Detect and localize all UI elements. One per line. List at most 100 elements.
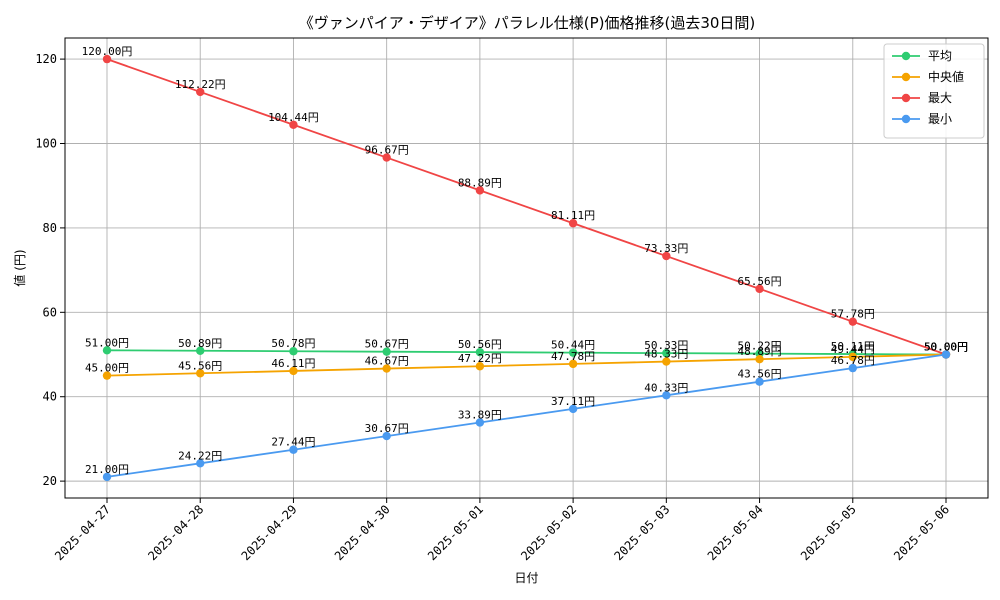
data-labels: 51.00円 50.89円 50.78円 50.67円 50.56円 50.44円 50.3…: [82, 45, 968, 476]
legend-label: 中央値: [928, 69, 964, 84]
legend-marker: [901, 72, 911, 82]
data-label: 50.11円: [831, 340, 875, 353]
legend-label: 最大: [928, 91, 952, 105]
data-label: 37.11円: [551, 395, 595, 408]
data-label: 48.33円: [644, 348, 688, 361]
data-label: 24.22円: [178, 449, 222, 462]
legend-marker: [901, 93, 911, 103]
data-point: [941, 350, 951, 359]
data-point: [196, 87, 205, 97]
data-point: [475, 362, 485, 371]
data-label: 40.33円: [644, 381, 688, 394]
legend-label: 最小: [928, 112, 952, 126]
data-label: 50.33円: [644, 339, 688, 352]
data-label: 27.44円: [271, 436, 315, 449]
y-tick-label: 120: [35, 52, 57, 66]
legend-marker: [901, 114, 911, 124]
data-point: [102, 54, 112, 64]
data-label: 88.89円: [458, 176, 502, 189]
data-point: [848, 352, 857, 362]
data-point: [102, 346, 112, 355]
x-tick-label: 2025-04-27: [52, 502, 113, 563]
data-point: [382, 153, 391, 162]
data-label: 50.00円: [924, 341, 968, 354]
data-point: [848, 317, 857, 326]
data-label: 50.44円: [551, 339, 595, 352]
data-point: [196, 346, 205, 355]
data-label: 50.22円: [737, 340, 781, 353]
data-label: 46.67円: [365, 355, 409, 368]
data-label: 50.00円: [924, 341, 968, 354]
data-point: [662, 348, 671, 358]
y-tick-label: 80: [43, 221, 57, 235]
data-point: [662, 251, 671, 261]
data-point: [102, 472, 112, 482]
data-label: 47.22円: [458, 352, 502, 365]
x-tick-label: 2025-05-04: [705, 502, 766, 563]
data-point: [662, 391, 671, 400]
data-label: 50.78円: [271, 337, 315, 350]
data-point: [755, 354, 764, 364]
data-label: 49.44円: [831, 343, 875, 356]
x-tick-label: 2025-04-29: [239, 502, 300, 563]
x-axis-label: 日付: [514, 571, 538, 585]
data-label: 47.78円: [551, 350, 595, 363]
data-label: 50.67円: [365, 338, 409, 351]
data-label: 50.00円: [924, 341, 968, 354]
data-point: [475, 347, 485, 357]
data-label: 43.56円: [737, 368, 781, 381]
chart-title: 《ヴァンパイア・デザイア》パラレル仕様(P)価格推移(過去30日間): [299, 14, 756, 32]
data-point: [102, 371, 112, 380]
data-point: [289, 445, 298, 454]
data-point: [289, 347, 298, 356]
data-point: [475, 186, 485, 195]
data-point: [382, 364, 391, 373]
data-label: 120.00円: [82, 45, 133, 58]
data-label: 33.89円: [458, 409, 502, 422]
y-axis-label: 値 (円): [12, 249, 27, 286]
series-line: [106, 353, 947, 377]
data-point: [662, 357, 671, 366]
grid: [65, 38, 988, 498]
series-line: [106, 58, 947, 356]
legend-label: 平均: [928, 49, 952, 63]
x-tick-label: 2025-05-01: [425, 502, 486, 563]
y-tick-label: 20: [43, 474, 57, 488]
data-label: 50.89円: [178, 337, 222, 350]
y-tick-label: 40: [43, 390, 57, 404]
x-tick-label: 2025-05-05: [798, 502, 859, 563]
x-tick-label: 2025-04-28: [145, 502, 206, 563]
data-point: [382, 347, 391, 356]
data-point: [568, 404, 578, 414]
data-point: [382, 431, 391, 441]
data-label: 73.33円: [644, 242, 688, 255]
data-label: 48.89円: [737, 345, 781, 358]
data-label: 46.11円: [271, 357, 315, 370]
y-tick-label: 100: [35, 137, 57, 151]
data-label: 45.00円: [85, 362, 129, 375]
data-point: [196, 459, 205, 468]
data-label: 50.56円: [458, 338, 502, 351]
x-tick-label: 2025-05-02: [518, 502, 579, 563]
data-label: 81.11円: [551, 209, 595, 222]
series-layer: [102, 54, 951, 482]
data-label: 112.22円: [175, 78, 226, 91]
data-label: 46.78円: [831, 354, 875, 367]
data-label: 45.56円: [178, 359, 222, 372]
series-line: [106, 353, 947, 478]
data-label: 96.67円: [365, 144, 409, 157]
data-point: [848, 363, 857, 373]
x-tick-label: 2025-05-06: [891, 502, 952, 563]
data-label: 50.00円: [924, 341, 968, 354]
data-label: 57.78円: [831, 308, 875, 321]
data-point: [568, 219, 578, 228]
data-point: [755, 377, 764, 386]
x-tick-label: 2025-04-30: [332, 502, 393, 563]
legend-marker: [901, 51, 911, 61]
data-point: [568, 348, 578, 357]
x-tick-label: 2025-05-03: [611, 502, 672, 563]
data-label: 21.00円: [85, 463, 129, 476]
